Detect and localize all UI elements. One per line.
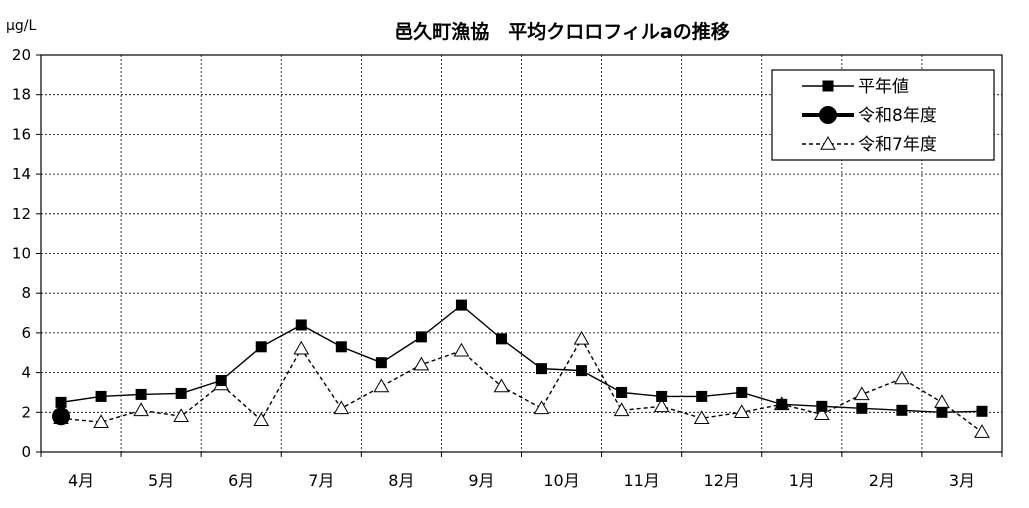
data-point bbox=[733, 404, 750, 419]
data-point bbox=[736, 386, 748, 398]
y-tick-label: 8 bbox=[21, 284, 31, 302]
data-point bbox=[55, 396, 67, 408]
data-point bbox=[495, 333, 507, 345]
data-point bbox=[613, 402, 630, 417]
data-point bbox=[293, 340, 310, 355]
x-tick-label: 6月 bbox=[228, 471, 254, 490]
series-0 bbox=[55, 299, 988, 418]
x-tick-label: 5月 bbox=[148, 471, 174, 490]
x-tick-label: 9月 bbox=[468, 471, 494, 490]
chart-title: 邑久町漁協 平均クロロフィルaの推移 bbox=[394, 20, 729, 43]
data-point bbox=[453, 342, 470, 357]
y-tick-label: 12 bbox=[12, 205, 31, 223]
x-tick-label: 7月 bbox=[308, 471, 334, 490]
x-tick-label: 11月 bbox=[623, 471, 659, 490]
x-axis: 4月 5月 6月 7月 8月 9月 10月 11月 12月 1月 2月 3月 bbox=[40, 452, 1003, 490]
data-point bbox=[215, 375, 227, 387]
data-point bbox=[894, 370, 910, 385]
data-point bbox=[295, 319, 307, 331]
data-point bbox=[934, 394, 950, 409]
data-point bbox=[52, 407, 71, 426]
data-point bbox=[896, 404, 908, 416]
data-point bbox=[415, 331, 427, 343]
data-point bbox=[976, 405, 988, 417]
y-tick-label: 10 bbox=[12, 245, 31, 263]
data-point bbox=[936, 406, 948, 418]
data-point bbox=[776, 398, 788, 410]
series-layer bbox=[52, 299, 990, 438]
legend-marker bbox=[822, 80, 834, 92]
y-tick-label: 18 bbox=[12, 86, 31, 104]
data-point bbox=[656, 390, 668, 402]
data-point bbox=[856, 402, 868, 414]
x-tick-label: 8月 bbox=[388, 471, 414, 490]
y-axis: 0 2 4 6 8 10 12 14 16 18 20 bbox=[12, 46, 41, 461]
x-tick-label: 1月 bbox=[789, 471, 815, 490]
legend-marker bbox=[820, 135, 836, 150]
data-point bbox=[493, 378, 510, 393]
data-point bbox=[373, 378, 390, 393]
x-tick-label: 4月 bbox=[68, 471, 94, 490]
data-point bbox=[653, 398, 670, 413]
data-point bbox=[573, 330, 590, 345]
series-1 bbox=[52, 407, 71, 426]
data-point bbox=[813, 406, 830, 421]
legend-label: 平年値 bbox=[858, 77, 909, 97]
data-point bbox=[173, 408, 190, 423]
x-tick-label: 3月 bbox=[949, 471, 975, 490]
data-point bbox=[533, 400, 550, 415]
data-point bbox=[95, 390, 107, 402]
data-point bbox=[536, 363, 548, 375]
data-point bbox=[333, 400, 350, 415]
y-tick-label: 4 bbox=[21, 364, 31, 382]
data-point bbox=[616, 386, 628, 398]
data-point bbox=[693, 410, 710, 425]
y-tick-label: 2 bbox=[21, 403, 31, 421]
data-point bbox=[974, 424, 990, 438]
series-line bbox=[60, 337, 983, 433]
data-point bbox=[413, 356, 430, 371]
legend-marker bbox=[819, 106, 837, 124]
data-point bbox=[253, 412, 270, 426]
data-point bbox=[375, 357, 387, 369]
data-point bbox=[93, 414, 109, 428]
series-line bbox=[60, 304, 982, 414]
data-point bbox=[255, 341, 267, 353]
data-point bbox=[133, 402, 149, 417]
legend-label: 令和8年度 bbox=[858, 106, 937, 126]
data-point bbox=[135, 388, 147, 400]
data-point bbox=[576, 365, 588, 377]
data-point bbox=[335, 341, 347, 353]
data-point bbox=[696, 390, 708, 402]
y-tick-label: 14 bbox=[12, 165, 31, 183]
y-tick-label: 0 bbox=[21, 443, 31, 461]
unit-label: μg/L bbox=[6, 18, 37, 34]
data-point bbox=[175, 387, 187, 399]
data-point bbox=[816, 400, 828, 412]
y-tick-label: 6 bbox=[21, 324, 31, 342]
x-tick-label: 10月 bbox=[543, 471, 579, 490]
legend-label: 令和7年度 bbox=[858, 135, 937, 155]
y-tick-label: 16 bbox=[12, 125, 31, 143]
data-point bbox=[455, 299, 467, 311]
x-tick-label: 12月 bbox=[704, 471, 740, 490]
x-tick-label: 2月 bbox=[869, 471, 895, 490]
data-point bbox=[853, 386, 870, 401]
y-tick-label: 20 bbox=[12, 46, 31, 64]
